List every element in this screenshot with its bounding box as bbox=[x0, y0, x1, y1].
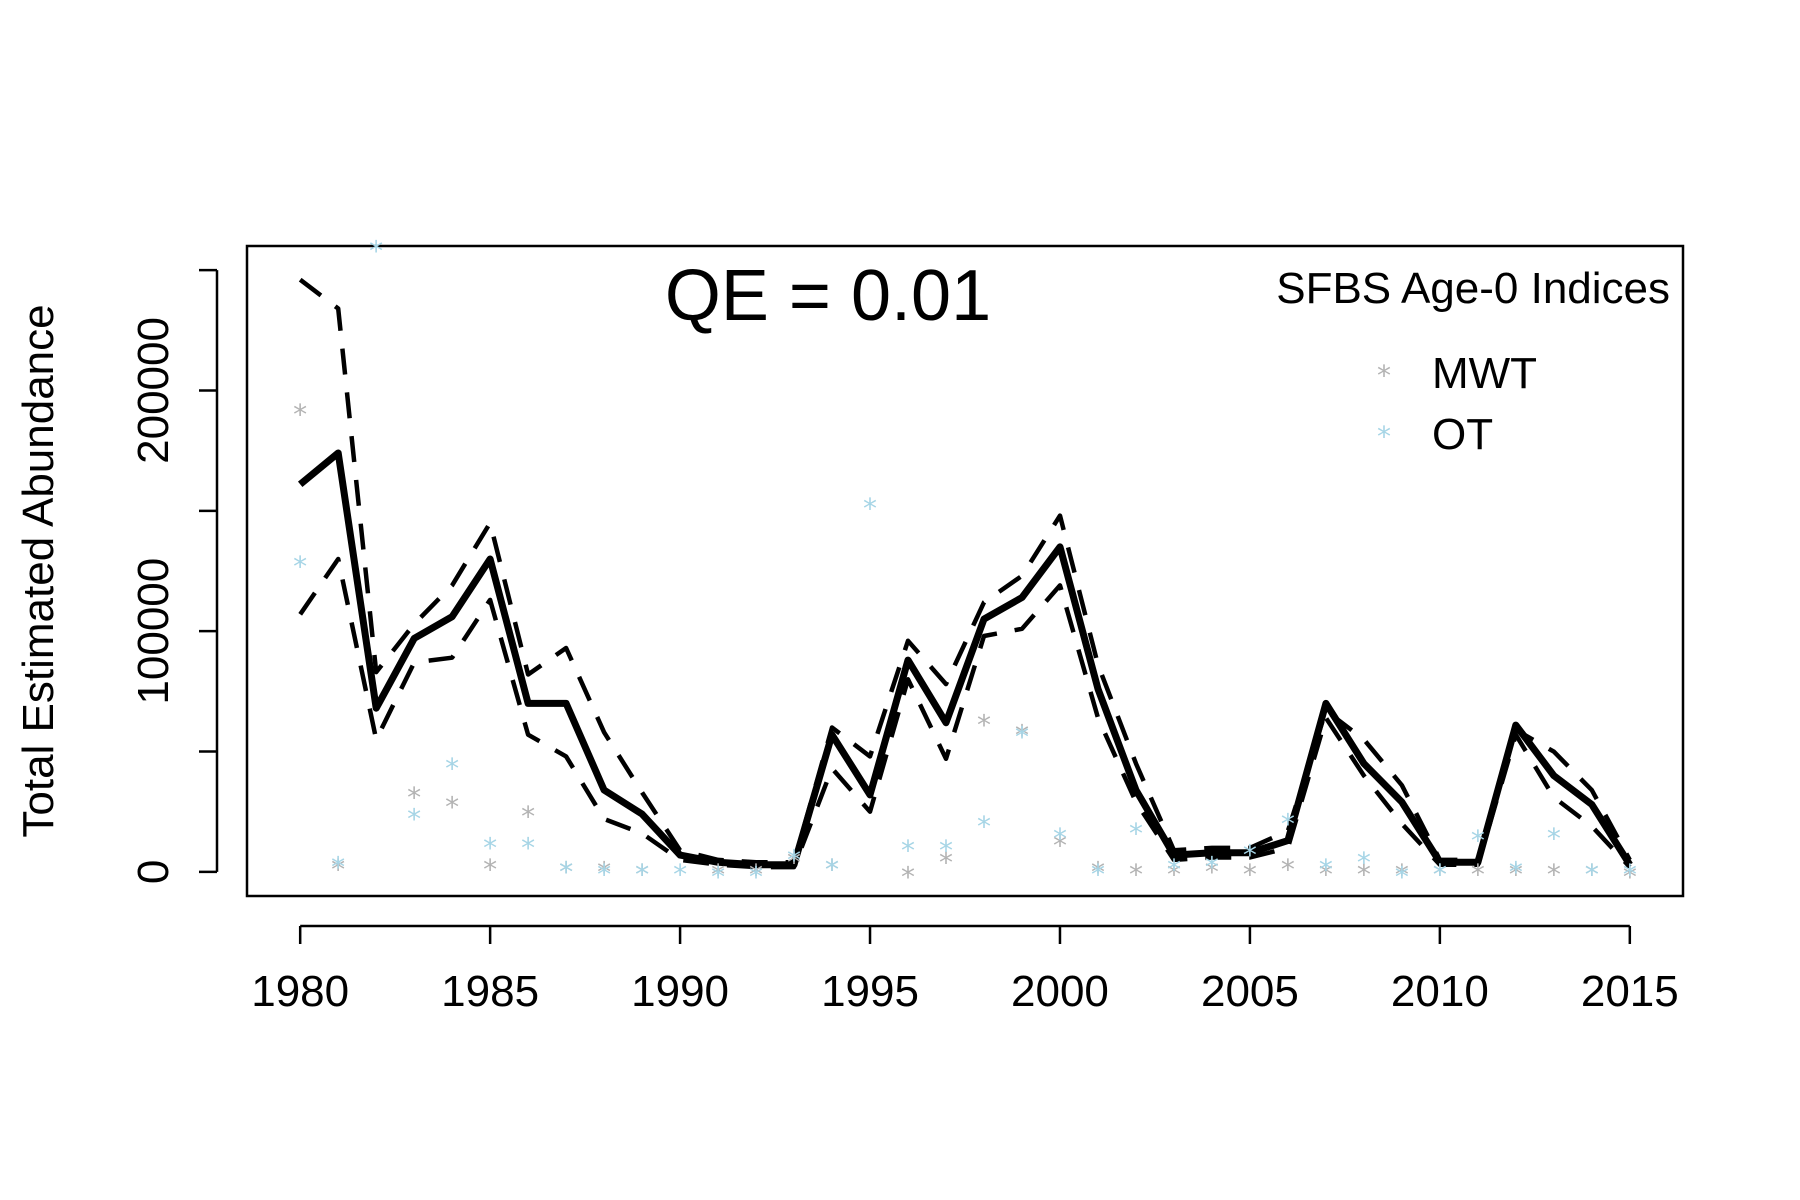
x-tick-label: 1980 bbox=[251, 967, 349, 1016]
point-ot: * bbox=[559, 856, 573, 889]
y-axis: 0 100000 200000 bbox=[129, 268, 219, 884]
point-mwt: * bbox=[1167, 858, 1181, 891]
x-tick-label: 1990 bbox=[631, 967, 729, 1016]
x-tick-label: 2000 bbox=[1011, 967, 1109, 1016]
y-tick-label: 100000 bbox=[129, 558, 178, 705]
point-ot: * bbox=[939, 834, 953, 867]
point-mwt: * bbox=[483, 853, 497, 886]
x-tick-label: 2015 bbox=[1581, 967, 1679, 1016]
y-tick-label: 0 bbox=[129, 860, 178, 884]
point-mwt: * bbox=[635, 858, 649, 891]
point-ot: * bbox=[1357, 846, 1371, 879]
point-mwt: * bbox=[331, 853, 345, 886]
legend-marker-ot: * bbox=[1377, 420, 1391, 453]
series-line-estimate bbox=[297, 449, 1633, 869]
point-ot: * bbox=[711, 860, 725, 893]
legend-label-ot: OT bbox=[1432, 410, 1493, 459]
point-ot: * bbox=[1053, 822, 1067, 855]
point-mwt: * bbox=[749, 858, 763, 891]
point-ot: * bbox=[1623, 858, 1637, 891]
point-mwt: * bbox=[559, 856, 573, 889]
point-ot: * bbox=[1509, 856, 1523, 889]
x-tick-label: 1995 bbox=[821, 967, 919, 1016]
point-mwt: * bbox=[1205, 856, 1219, 889]
point-mwt: * bbox=[1091, 856, 1105, 889]
point-ot: * bbox=[1015, 721, 1029, 754]
point-mwt: * bbox=[1053, 829, 1067, 862]
point-ot: * bbox=[1395, 860, 1409, 893]
point-mwt: * bbox=[939, 846, 953, 879]
y-axis-label: Total Estimated Abundance bbox=[14, 304, 63, 837]
point-ot: * bbox=[673, 858, 687, 891]
chart-title: QE = 0.01 bbox=[665, 256, 991, 336]
legend-marker-mwt: * bbox=[1377, 359, 1391, 392]
point-mwt: * bbox=[597, 856, 611, 889]
point-ot: * bbox=[407, 803, 421, 836]
point-mwt: * bbox=[1243, 858, 1257, 891]
point-mwt: * bbox=[901, 860, 915, 893]
point-mwt: * bbox=[1015, 718, 1029, 751]
x-axis: 1980 1985 1990 1995 2000 2005 2010 2015 bbox=[251, 924, 1679, 1016]
point-mwt: * bbox=[1509, 858, 1523, 891]
point-ot: * bbox=[1281, 807, 1295, 840]
point-mwt: * bbox=[1395, 858, 1409, 891]
point-mwt: * bbox=[521, 800, 535, 833]
point-mwt: * bbox=[787, 846, 801, 879]
point-ot: * bbox=[1243, 839, 1257, 872]
point-ot: * bbox=[483, 831, 497, 864]
point-mwt: * bbox=[1585, 858, 1599, 891]
point-ot: * bbox=[1129, 817, 1143, 850]
point-ot: * bbox=[1471, 824, 1485, 857]
point-mwt: * bbox=[711, 858, 725, 891]
point-ot: * bbox=[293, 550, 307, 583]
point-mwt: * bbox=[1623, 860, 1637, 893]
point-ot: * bbox=[521, 831, 535, 864]
point-ot: * bbox=[635, 858, 649, 891]
point-mwt: * bbox=[1433, 858, 1447, 891]
point-ot: * bbox=[787, 843, 801, 876]
point-mwt: * bbox=[1547, 858, 1561, 891]
point-mwt: * bbox=[1357, 858, 1371, 891]
legend: SFBS Age-0 Indices * MWT * OT bbox=[1276, 264, 1670, 459]
point-ot: * bbox=[445, 752, 459, 785]
point-mwt: * bbox=[1471, 858, 1485, 891]
point-mwt: * bbox=[825, 853, 839, 886]
point-mwt: * bbox=[977, 709, 991, 742]
point-ot: * bbox=[863, 492, 877, 525]
point-ot: * bbox=[1319, 853, 1333, 886]
point-ot: * bbox=[977, 810, 991, 843]
series-points: *** **** * * * * * * * ** *** * * * * * * * * * * * * * ******* *… bbox=[293, 234, 1637, 893]
legend-title: SFBS Age-0 Indices bbox=[1276, 264, 1670, 313]
x-tick-label: 2005 bbox=[1201, 967, 1299, 1016]
plot-frame bbox=[245, 244, 1685, 898]
point-mwt: * bbox=[407, 781, 421, 814]
y-tick-label: 200000 bbox=[129, 317, 178, 464]
legend-label-mwt: MWT bbox=[1432, 349, 1537, 398]
point-ot: * bbox=[1205, 851, 1219, 884]
point-ot: * bbox=[369, 234, 383, 267]
point-mwt: * bbox=[1129, 858, 1143, 891]
point-ot: * bbox=[1091, 858, 1105, 891]
series-line-upper bbox=[298, 277, 1632, 865]
point-ot: * bbox=[825, 853, 839, 886]
point-ot: * bbox=[597, 858, 611, 891]
point-ot: * bbox=[1585, 858, 1599, 891]
point-ot: * bbox=[901, 834, 915, 867]
series-line-lower bbox=[298, 556, 1632, 870]
point-ot: * bbox=[331, 851, 345, 884]
series-lines bbox=[297, 277, 1633, 870]
point-ot: * bbox=[1433, 858, 1447, 891]
x-tick-label: 1985 bbox=[441, 967, 539, 1016]
point-ot: * bbox=[1167, 853, 1181, 886]
point-mwt: * bbox=[1281, 853, 1295, 886]
point-ot: * bbox=[749, 860, 763, 893]
point-mwt: * bbox=[445, 791, 459, 824]
point-mwt: * bbox=[293, 398, 307, 431]
point-ot: * bbox=[1547, 822, 1561, 855]
x-tick-label: 2010 bbox=[1391, 967, 1489, 1016]
point-mwt: * bbox=[1319, 858, 1333, 891]
